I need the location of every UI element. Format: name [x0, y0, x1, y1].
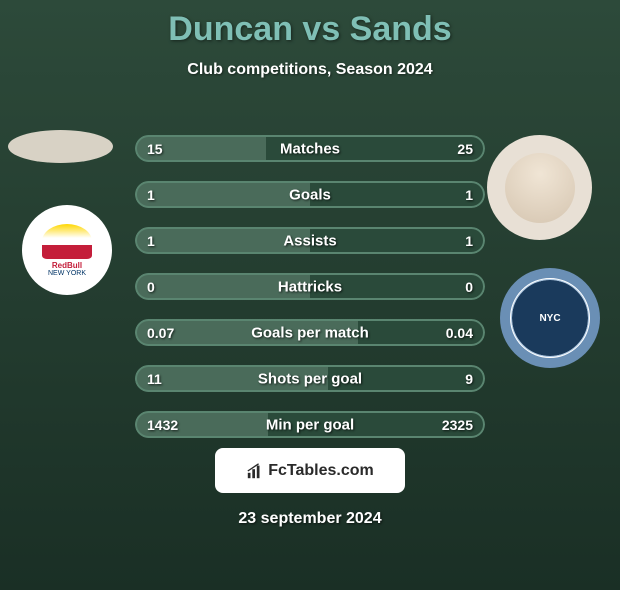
redbull-logo-icon: RedBull NEW YORK [32, 215, 102, 285]
stat-bar: Assists 1 1 [135, 227, 485, 254]
stat-value-right: 25 [457, 141, 473, 157]
stat-label: Goals [289, 186, 331, 203]
comparison-title: Duncan vs Sands [0, 10, 620, 49]
team-logo-left: RedBull NEW YORK [22, 205, 112, 295]
stat-label: Goals per match [251, 324, 369, 341]
nycfc-logo-icon: NYC [510, 278, 590, 358]
stat-value-right: 2325 [442, 417, 473, 433]
stat-value-right: 0.04 [446, 325, 473, 341]
stat-label: Hattricks [278, 278, 342, 295]
player-photo-right [487, 135, 592, 240]
brand-text: FcTables.com [268, 462, 374, 480]
stat-bar: Goals per match 0.07 0.04 [135, 319, 485, 346]
stat-value-left: 1432 [147, 417, 178, 433]
stat-label: Shots per goal [258, 370, 362, 387]
stat-bar: Min per goal 1432 2325 [135, 411, 485, 438]
comparison-subtitle: Club competitions, Season 2024 [0, 61, 620, 79]
stat-label: Min per goal [266, 416, 354, 433]
stat-value-right: 1 [465, 233, 473, 249]
stat-bar: Matches 15 25 [135, 135, 485, 162]
stat-value-left: 0 [147, 279, 155, 295]
team-logo-right: NYC [500, 268, 600, 368]
stat-bar: Shots per goal 11 9 [135, 365, 485, 392]
stat-value-right: 1 [465, 187, 473, 203]
stat-value-left: 15 [147, 141, 163, 157]
stat-value-left: 11 [147, 371, 162, 387]
brand-box: FcTables.com [215, 448, 405, 493]
stat-value-left: 1 [147, 233, 155, 249]
stat-bar: Hattricks 0 0 [135, 273, 485, 300]
stat-label: Assists [283, 232, 336, 249]
stat-value-right: 0 [465, 279, 473, 295]
stat-value-right: 9 [465, 371, 473, 387]
stat-value-left: 1 [147, 187, 155, 203]
stat-label: Matches [280, 140, 340, 157]
footer-date: 23 september 2024 [238, 510, 381, 528]
stats-container: Matches1525Goals11Assists11Hattricks00Go… [135, 135, 485, 457]
chart-icon [246, 462, 264, 480]
team-left-text-bottom: NEW YORK [48, 270, 86, 277]
stat-bar: Goals 1 1 [135, 181, 485, 208]
stat-value-left: 0.07 [147, 325, 174, 341]
player-photo-left [8, 130, 113, 163]
team-right-text: NYC [539, 313, 560, 324]
team-left-text-top: RedBull [52, 261, 82, 270]
